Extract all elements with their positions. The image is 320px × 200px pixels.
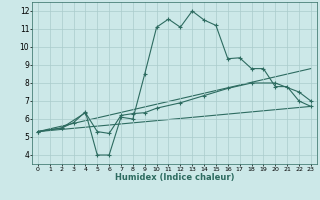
X-axis label: Humidex (Indice chaleur): Humidex (Indice chaleur) <box>115 173 234 182</box>
